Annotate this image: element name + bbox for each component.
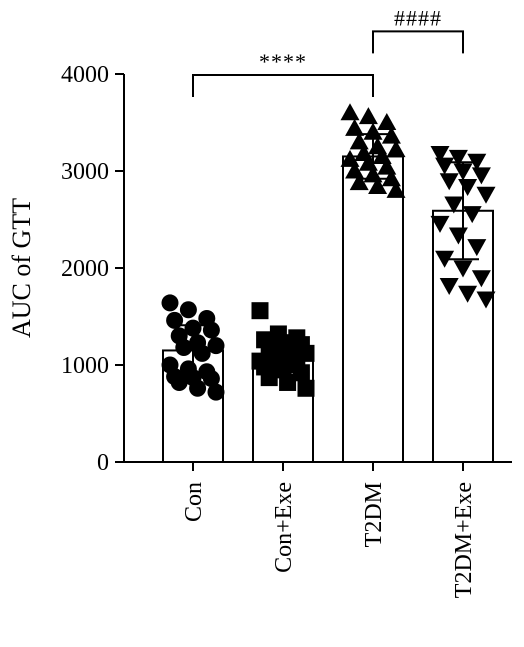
data-point xyxy=(458,179,478,197)
data-point xyxy=(453,163,473,181)
data-point xyxy=(462,206,482,224)
data-point xyxy=(292,364,310,382)
data-point xyxy=(439,277,459,295)
data-point xyxy=(430,215,450,233)
data-point xyxy=(189,379,207,397)
data-point xyxy=(202,370,220,388)
y-tick-label: 2000 xyxy=(61,256,109,282)
data-point xyxy=(430,146,450,164)
y-tick-label: 3000 xyxy=(61,159,109,185)
x-tick-label: T2DM xyxy=(361,482,387,547)
data-point xyxy=(345,118,365,136)
data-point xyxy=(435,250,455,268)
data-point xyxy=(476,291,496,309)
data-point xyxy=(175,339,193,357)
data-point xyxy=(448,227,468,245)
significance-label: #### xyxy=(394,5,442,30)
data-point xyxy=(358,107,378,125)
data-point xyxy=(170,373,188,391)
data-point xyxy=(207,337,225,355)
bar-2 xyxy=(342,155,404,463)
data-point xyxy=(193,344,211,362)
data-point xyxy=(368,177,388,195)
data-point xyxy=(453,260,473,278)
data-point xyxy=(386,140,406,158)
y-tick-label: 0 xyxy=(97,450,109,476)
significance-bracket xyxy=(372,30,464,54)
data-point xyxy=(166,311,184,329)
data-point xyxy=(439,173,459,191)
x-tick-label: Con xyxy=(181,482,207,522)
data-point xyxy=(377,113,397,130)
data-point xyxy=(279,373,297,391)
data-point xyxy=(381,126,401,144)
data-point xyxy=(444,196,464,214)
data-point xyxy=(179,301,197,319)
significance-bracket xyxy=(192,73,374,97)
significance-label: **** xyxy=(259,49,307,74)
x-tick-label: T2DM+Exe xyxy=(451,482,477,598)
data-point xyxy=(458,285,478,303)
y-tick-label: 1000 xyxy=(61,353,109,379)
data-point xyxy=(251,302,269,320)
data-point xyxy=(161,294,179,312)
data-point xyxy=(297,379,315,397)
data-point xyxy=(448,149,468,167)
x-tick-label: Con+Exe xyxy=(271,482,297,573)
y-tick-label: 4000 xyxy=(61,62,109,88)
data-point xyxy=(471,167,491,185)
data-point xyxy=(340,103,360,121)
data-point xyxy=(260,369,278,387)
data-point xyxy=(467,239,487,257)
data-point xyxy=(471,270,491,288)
data-point xyxy=(207,383,225,401)
data-point xyxy=(467,153,487,171)
y-axis-label: AUC of GTT xyxy=(7,198,36,338)
data-point xyxy=(476,186,496,204)
data-point xyxy=(349,173,369,191)
data-point xyxy=(184,319,202,337)
data-point xyxy=(202,321,220,339)
data-point xyxy=(363,122,383,140)
data-point xyxy=(435,157,455,175)
data-point xyxy=(386,180,406,198)
